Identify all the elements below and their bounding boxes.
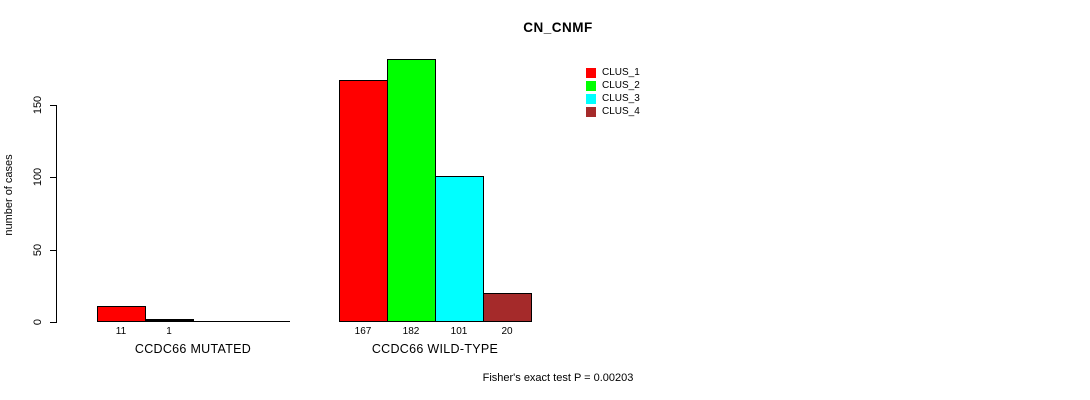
bar-clus_1 xyxy=(339,80,388,322)
chart-title: CN_CNMF xyxy=(523,20,593,35)
y-axis-line xyxy=(56,105,57,323)
y-axis-tick-label: 100 xyxy=(32,167,44,187)
fisher-test-annotation: Fisher's exact test P = 0.00203 xyxy=(482,372,634,384)
legend-label: CLUS_4 xyxy=(602,106,640,117)
bar-value-label: 101 xyxy=(450,326,468,337)
category-label: CCDC66 WILD-TYPE xyxy=(371,342,499,356)
bar-clus_4 xyxy=(241,321,290,322)
legend-label: CLUS_3 xyxy=(602,93,640,104)
bar-value-label: 20 xyxy=(501,326,513,337)
legend-item: CLUS_3 xyxy=(586,92,640,105)
bar-clus_4 xyxy=(483,293,532,322)
bar-clus_2 xyxy=(145,319,194,322)
legend-swatch-clus_3 xyxy=(586,93,596,104)
bar-clus_3 xyxy=(435,176,484,322)
bar-value-label: 182 xyxy=(402,326,420,337)
legend-item: CLUS_1 xyxy=(586,66,640,79)
legend-item: CLUS_4 xyxy=(586,105,640,118)
y-axis-tick-label: 0 xyxy=(32,318,44,326)
y-axis-tick xyxy=(50,250,57,251)
y-axis-label: number of cases xyxy=(3,154,15,236)
bar-clus_2 xyxy=(387,59,436,322)
bar-value-label: 1 xyxy=(166,326,172,337)
legend-item: CLUS_2 xyxy=(586,79,640,92)
legend-swatch-clus_1 xyxy=(586,67,596,78)
legend-label: CLUS_2 xyxy=(602,80,640,91)
y-axis-tick xyxy=(50,322,57,323)
legend: CLUS_1 CLUS_2 CLUS_3 CLUS_4 xyxy=(586,66,640,118)
bar-value-label: 11 xyxy=(115,326,127,337)
bar-clus_1 xyxy=(97,306,146,322)
bar-clus_3 xyxy=(193,321,242,322)
legend-swatch-clus_2 xyxy=(586,80,596,91)
category-label: CCDC66 MUTATED xyxy=(134,342,252,356)
y-axis-tick xyxy=(50,177,57,178)
legend-swatch-clus_4 xyxy=(586,106,596,117)
legend-label: CLUS_1 xyxy=(602,67,640,78)
y-axis-tick xyxy=(50,105,57,106)
bar-value-label: 167 xyxy=(354,326,372,337)
y-axis-tick-label: 150 xyxy=(32,95,44,115)
y-axis-tick-label: 50 xyxy=(32,243,44,257)
